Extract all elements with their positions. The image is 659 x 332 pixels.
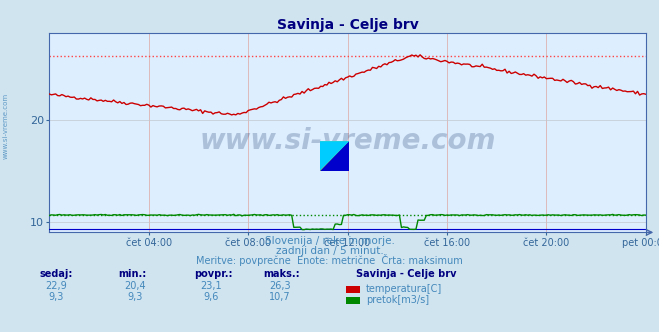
Polygon shape — [320, 141, 349, 171]
Text: 23,1: 23,1 — [200, 281, 221, 291]
Text: pretok[m3/s]: pretok[m3/s] — [366, 295, 429, 305]
Text: Slovenija / reke in morje.: Slovenija / reke in morje. — [264, 236, 395, 246]
Text: Meritve: povprečne  Enote: metrične  Črta: maksimum: Meritve: povprečne Enote: metrične Črta:… — [196, 254, 463, 266]
Text: zadnji dan / 5 minut.: zadnji dan / 5 minut. — [275, 246, 384, 256]
Text: temperatura[C]: temperatura[C] — [366, 284, 442, 294]
Text: 9,6: 9,6 — [203, 292, 219, 302]
Polygon shape — [320, 141, 349, 171]
Title: Savinja - Celje brv: Savinja - Celje brv — [277, 18, 418, 32]
Text: 22,9: 22,9 — [45, 281, 67, 291]
Polygon shape — [320, 141, 349, 171]
Text: 10,7: 10,7 — [270, 292, 291, 302]
Text: povpr.:: povpr.: — [194, 269, 233, 279]
Text: Savinja - Celje brv: Savinja - Celje brv — [356, 269, 457, 279]
Text: min.:: min.: — [119, 269, 147, 279]
Text: 9,3: 9,3 — [48, 292, 64, 302]
Text: maks.:: maks.: — [264, 269, 301, 279]
Text: www.si-vreme.com: www.si-vreme.com — [200, 127, 496, 155]
Text: www.si-vreme.com: www.si-vreme.com — [2, 93, 9, 159]
Text: 9,3: 9,3 — [127, 292, 143, 302]
Text: sedaj:: sedaj: — [40, 269, 73, 279]
Text: 20,4: 20,4 — [125, 281, 146, 291]
Text: 26,3: 26,3 — [270, 281, 291, 291]
